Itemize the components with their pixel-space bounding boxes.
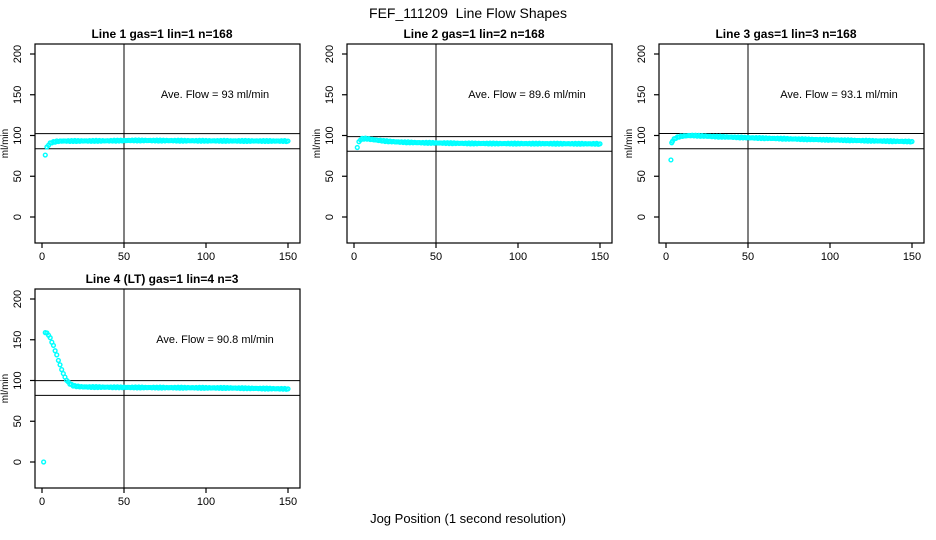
- x-tick-label: 100: [821, 251, 839, 263]
- y-tick-label: 200: [12, 45, 24, 63]
- y-tick-label: 50: [324, 170, 336, 182]
- panel-line-2: Line 2 gas=1 lin=2 n=168 0 50 100 150 0 50 100…: [312, 22, 624, 267]
- panel-line-3: Line 3 gas=1 lin=3 n=168 0 50 100 150 0 50 100…: [624, 22, 936, 267]
- x-tick-label: 0: [39, 496, 45, 508]
- y-tick-label: 100: [12, 126, 24, 144]
- x-tick-label: 0: [351, 251, 357, 263]
- x-tick-label: 50: [430, 251, 442, 263]
- y-tick-label: 200: [12, 290, 24, 308]
- y-tick-label: 0: [636, 214, 648, 220]
- y-tick-label: 100: [324, 126, 336, 144]
- x-tick-label: 150: [279, 496, 297, 508]
- panel-line-1-plot: 0 50 100 150 0 50 100 150 200 ml/min Ave. Flow = 9…: [0, 43, 301, 263]
- panel-line-1: Line 1 gas=1 lin=1 n=168 0 50 100 150 0 50 100…: [0, 22, 312, 267]
- data-point: [50, 342, 57, 349]
- y-tick-label: 0: [12, 214, 24, 220]
- data-point: [54, 352, 60, 358]
- x-tick-label: 0: [663, 251, 669, 263]
- data-point: [52, 348, 58, 354]
- panel-line-3-title: Line 3 gas=1 lin=3 n=168: [715, 27, 857, 41]
- y-tick-label: 200: [324, 45, 336, 63]
- panel-line-1-title: Line 1 gas=1 lin=1 n=168: [91, 27, 233, 41]
- panel-line-4-title: Line 4 (LT) gas=1 lin=4 n=3: [85, 272, 239, 286]
- y-tick-label: 150: [636, 86, 648, 104]
- ave-flow-annotation: Ave. Flow = 93.1 ml/min: [780, 89, 897, 101]
- y-axis-label: ml/min: [0, 129, 11, 158]
- x-tick-label: 50: [742, 251, 754, 263]
- data-point: [55, 357, 61, 364]
- panel-grid: Line 1 gas=1 lin=1 n=168 0 50 100 150 0 50 100…: [0, 22, 936, 512]
- y-tick-label: 50: [12, 170, 24, 182]
- shared-x-axis-label: Jog Position (1 second resolution): [370, 511, 566, 526]
- ave-flow-annotation: Ave. Flow = 90.8 ml/min: [156, 334, 273, 346]
- ave-flow-annotation: Ave. Flow = 89.6 ml/min: [468, 89, 585, 101]
- x-tick-label: 150: [591, 251, 609, 263]
- panel-line-4-plot: 0 50 100 150 0 50 100 150 200 ml/min Ave. Flow = 9…: [0, 288, 301, 508]
- y-tick-label: 150: [12, 331, 24, 349]
- data-point: [47, 335, 53, 341]
- x-tick-label: 150: [279, 251, 297, 263]
- data-point: [597, 141, 603, 147]
- plot-box: [34, 43, 301, 244]
- data-point: [285, 138, 291, 144]
- x-tick-label: 150: [903, 251, 921, 263]
- data-point: [41, 459, 47, 465]
- x-tick-label: 50: [118, 251, 130, 263]
- data-point: [42, 152, 48, 158]
- data-point: [59, 367, 65, 373]
- y-axis-label: ml/min: [624, 129, 635, 158]
- x-tick-label: 50: [118, 496, 130, 508]
- x-tick-label: 0: [39, 251, 45, 263]
- y-tick-label: 150: [12, 86, 24, 104]
- ave-flow-annotation: Ave. Flow = 93 ml/min: [161, 89, 269, 101]
- y-tick-label: 50: [636, 170, 648, 182]
- y-axis-label: ml/min: [0, 374, 11, 403]
- data-point: [668, 157, 674, 163]
- y-tick-label: 200: [636, 45, 648, 63]
- plot-box: [346, 43, 613, 244]
- figure-title: FEF_111209 Line Flow Shapes: [369, 5, 567, 21]
- y-axis-label: ml/min: [312, 129, 323, 158]
- x-tick-label: 100: [197, 251, 215, 263]
- x-tick-label: 100: [509, 251, 527, 263]
- y-tick-label: 100: [636, 126, 648, 144]
- plot-box: [34, 288, 301, 489]
- y-tick-label: 0: [12, 459, 24, 465]
- y-tick-label: 0: [324, 214, 336, 220]
- panel-line-3-plot: 0 50 100 150 0 50 100 150 200 ml/min Ave. Flow = 9…: [624, 43, 925, 263]
- panel-line-4: Line 4 (LT) gas=1 lin=4 n=3 0 50 100 150 0 50…: [0, 267, 312, 512]
- plot-box: [658, 43, 925, 244]
- data-point: [909, 138, 915, 145]
- y-tick-label: 150: [324, 86, 336, 104]
- data-point: [285, 386, 291, 392]
- y-tick-label: 50: [12, 415, 24, 427]
- data-point: [354, 144, 360, 151]
- panel-line-2-plot: 0 50 100 150 0 50 100 150 200 ml/min Ave. Flow = 8…: [312, 43, 613, 263]
- y-tick-label: 100: [12, 371, 24, 389]
- data-point: [57, 362, 63, 368]
- x-tick-label: 100: [197, 496, 215, 508]
- panel-line-2-title: Line 2 gas=1 lin=2 n=168: [403, 27, 545, 41]
